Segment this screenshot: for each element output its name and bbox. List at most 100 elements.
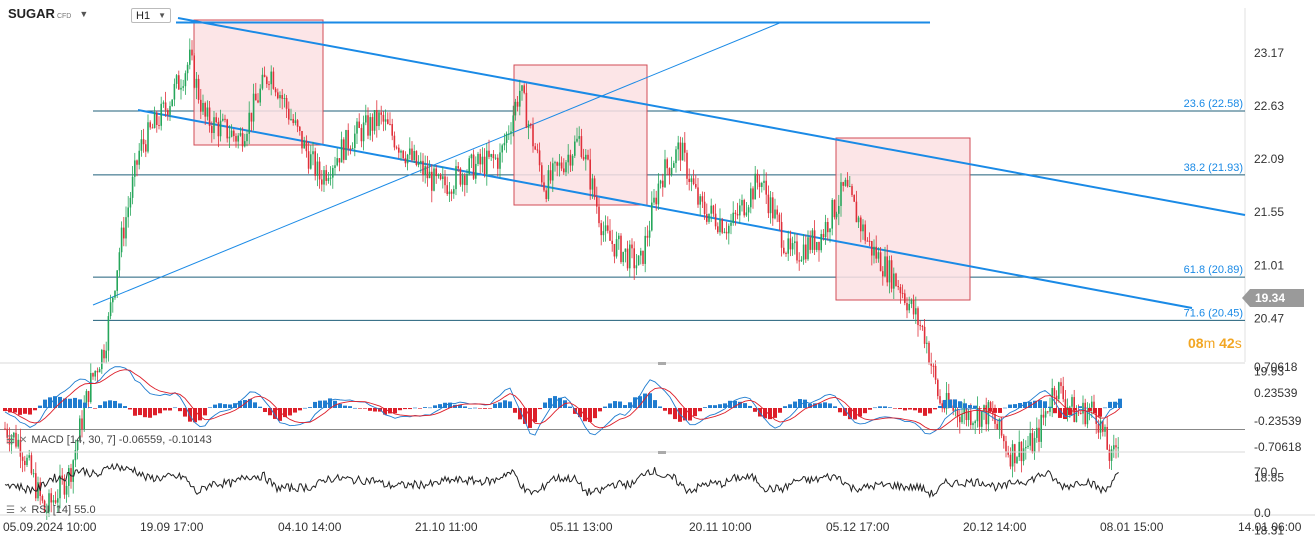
candle-body <box>921 325 924 327</box>
candle-body <box>730 222 732 226</box>
macd-histogram-bar <box>113 400 117 408</box>
candle-body <box>131 176 134 198</box>
chevron-down-icon[interactable]: ▼ <box>79 8 89 19</box>
candle-body <box>791 243 794 250</box>
panel-resize-handle[interactable] <box>658 451 666 454</box>
candle-body <box>338 158 341 163</box>
candle-body <box>263 74 266 78</box>
candle-body <box>270 71 272 85</box>
candle-body <box>710 205 712 214</box>
time-tick-label: 05.12 17:00 <box>826 520 890 534</box>
candle-body <box>618 235 620 240</box>
candle-body <box>893 273 895 289</box>
close-icon[interactable]: ✕ <box>18 504 28 516</box>
macd-histogram-bar <box>1098 408 1102 417</box>
candle-body <box>301 130 303 149</box>
candle-body <box>114 290 116 298</box>
macd-histogram-bar <box>283 408 287 418</box>
candle-body <box>182 86 184 88</box>
candle-body <box>989 402 992 412</box>
candle-body <box>917 308 919 326</box>
timeframe-selector[interactable]: H1 ▼ <box>131 8 171 23</box>
close-icon[interactable]: ✕ <box>18 434 28 446</box>
symbol-name[interactable]: SUGAR CFD <box>8 6 72 21</box>
candle-body <box>1091 401 1093 408</box>
rsi-panel <box>4 462 1119 499</box>
rsi-tick-label: 0.0 <box>1254 506 1271 520</box>
macd-histogram-bar <box>668 408 672 415</box>
macd-histogram-bar <box>528 408 532 428</box>
macd-histogram-bar <box>513 408 517 413</box>
candle-body <box>248 112 250 134</box>
candle-body <box>356 121 358 134</box>
candle-body <box>884 256 886 277</box>
candle-body <box>191 49 193 56</box>
candle-body <box>283 98 286 100</box>
candle-body <box>871 241 873 256</box>
candle-body <box>455 166 457 190</box>
candle-body <box>292 118 294 124</box>
candle-body <box>134 160 136 177</box>
candle-body <box>200 99 202 112</box>
price-axis: 23.17 22.63 22.09 21.55 21.01 20.47 19.93 18.85… <box>1254 46 1284 538</box>
time-tick-label: 05.09.2024 10:00 <box>3 520 97 534</box>
macd-histogram-bar <box>773 408 777 418</box>
candle-body <box>523 85 525 93</box>
candle-body <box>109 302 112 317</box>
candle-body <box>17 439 19 447</box>
macd-histogram-bar <box>48 397 52 408</box>
candle-body <box>974 421 976 424</box>
candle-body <box>714 213 717 227</box>
candle-body <box>1077 412 1080 414</box>
candle-body <box>175 75 178 84</box>
candle-body <box>310 154 312 169</box>
candle-body <box>46 511 48 513</box>
candle-body <box>266 77 268 85</box>
fib-level-label: 23.6 (22.58) <box>1184 98 1243 110</box>
candle-body <box>1080 412 1082 414</box>
macd-histogram-bar <box>88 407 92 408</box>
candle-body <box>279 95 281 99</box>
candle-body <box>686 152 688 179</box>
macd-histogram-bar <box>843 408 847 416</box>
macd-histogram-bar <box>468 407 472 409</box>
macd-histogram-bar <box>588 408 592 422</box>
candle-body <box>842 182 844 186</box>
candle-body <box>677 142 679 150</box>
candle-body <box>400 150 402 153</box>
macd-histogram-bar <box>703 407 707 408</box>
candle-body <box>4 428 6 430</box>
macd-histogram-bar <box>1078 406 1082 408</box>
candle-body <box>657 183 660 205</box>
candle-body <box>145 144 147 152</box>
macd-histogram-bar <box>788 404 792 408</box>
candle-body <box>173 83 176 100</box>
list-icon[interactable]: ☰ <box>6 434 15 446</box>
candle-body <box>147 122 149 152</box>
macd-histogram-bar <box>18 408 22 415</box>
candle-body <box>74 450 77 461</box>
candle-body <box>987 402 990 425</box>
macd-histogram-bar <box>938 405 942 408</box>
candle-body <box>708 213 710 222</box>
macd-histogram-bar <box>973 405 977 408</box>
panel-resize-handle[interactable] <box>658 362 666 365</box>
macd-histogram-bar <box>423 407 427 408</box>
macd-histogram-bar <box>83 402 87 408</box>
candle-body <box>197 78 200 100</box>
macd-histogram-bar <box>343 405 347 408</box>
candle-body <box>426 166 429 179</box>
list-icon[interactable]: ☰ <box>6 504 15 516</box>
candle-body <box>57 498 59 503</box>
candle-body <box>268 84 270 86</box>
price-tick-label: 22.09 <box>1254 152 1284 166</box>
macd-histogram-bar <box>418 408 422 409</box>
candle-body <box>952 405 954 411</box>
candle-body <box>774 209 776 219</box>
candle-body <box>316 161 319 176</box>
candle-body <box>516 101 519 107</box>
macd-histogram-bar <box>948 399 952 408</box>
candle-body <box>818 241 820 251</box>
macd-histogram-bar <box>618 401 622 408</box>
